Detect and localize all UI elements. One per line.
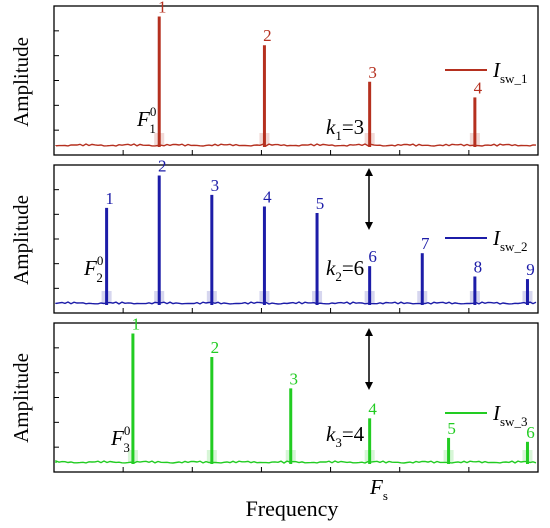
fs-label: Fs: [369, 475, 388, 503]
panels: Amplitude 1 2 3 4 F0 1 k1=3 Isw_1 Amplitude 1 2 3 4 5 6…: [9, 0, 539, 473]
double-arrow-2: [365, 328, 373, 390]
legend-text: Isw_3: [492, 401, 527, 429]
peak-label-2: 2: [211, 338, 220, 357]
legend: Isw_2: [445, 226, 527, 254]
panel-3: Amplitude 1 2 3 4 5 6 F0 3 k3=4 Isw_3: [9, 315, 539, 473]
double-arrow-1: [365, 168, 373, 230]
peak-label-6: 6: [526, 423, 535, 442]
legend-text: Isw_2: [492, 226, 527, 254]
noise-floor: [55, 301, 537, 305]
fundamental-label: F0 1: [136, 104, 156, 136]
y-axis-label: Amplitude: [9, 37, 33, 127]
peak-label-2: 2: [263, 26, 272, 45]
peak-label-2: 2: [158, 156, 167, 175]
peak-label-3: 3: [211, 176, 220, 195]
peak-label-8: 8: [474, 258, 483, 277]
peak-label-9: 9: [526, 260, 535, 279]
peak-label-1: 1: [105, 189, 114, 208]
peak-label-4: 4: [474, 78, 483, 97]
peak-label-4: 4: [368, 399, 377, 418]
k-label: k1=3: [326, 115, 364, 143]
fundamental-label: F0 2: [83, 253, 103, 285]
x-axis-label: Frequency: [246, 496, 339, 521]
peak-label-5: 5: [447, 419, 456, 438]
peak-label-7: 7: [421, 234, 430, 253]
peak-label-3: 3: [289, 369, 298, 388]
fundamental-label: F0 3: [110, 423, 130, 455]
k-label: k2=6: [326, 256, 364, 284]
peak-label-1: 1: [132, 315, 141, 334]
peak-label-3: 3: [368, 63, 377, 82]
noise-floor: [55, 143, 537, 147]
peak-label-4: 4: [263, 188, 272, 207]
k-label: k3=4: [326, 422, 365, 450]
panel-1: Amplitude 1 2 3 4 F0 1 k1=3 Isw_1: [9, 0, 539, 156]
legend-text: Isw_1: [492, 58, 527, 86]
peak-label-6: 6: [368, 247, 377, 266]
panel-frame: [53, 5, 539, 156]
legend: Isw_1: [445, 58, 527, 86]
peak-label-5: 5: [316, 194, 325, 213]
y-axis-label: Amplitude: [9, 353, 33, 443]
peak-label-1: 1: [158, 0, 167, 17]
y-axis-label: Amplitude: [9, 195, 33, 285]
legend: Isw_3: [445, 401, 527, 429]
panel-2: Amplitude 1 2 3 4 5 6 7 8 9 F0 2 k2=6 Isw_2: [9, 156, 539, 314]
